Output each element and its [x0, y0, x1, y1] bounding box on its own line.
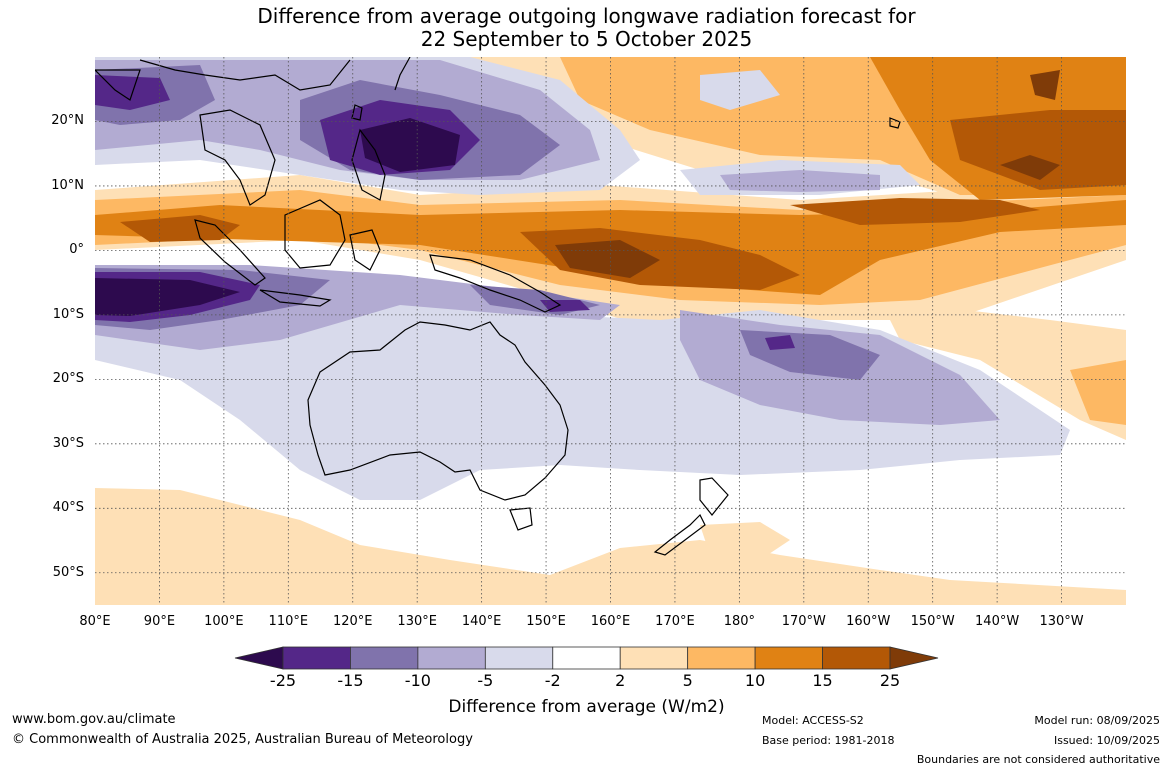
longitude-label: 140°E [461, 614, 502, 629]
anomaly-band-north-pacific-deep-orange [950, 110, 1126, 190]
longitude-label: 180° [723, 614, 756, 629]
latitude-label: 40°S [52, 500, 84, 516]
footer-copyright: © Commonwealth of Australia 2025, Austra… [12, 732, 473, 747]
australia-coastline [307, 321, 569, 501]
anomaly-band-south-pacific-orange [1070, 360, 1126, 425]
map-title-line-2: 22 September to 5 October 2025 [420, 27, 753, 51]
map-title-line-1: Difference from average outgoing longwav… [257, 4, 916, 28]
anomaly-field [95, 57, 1126, 605]
colorbar-title: Difference from average (W/m2) [448, 697, 725, 717]
colorbar-tick-label: 5 [682, 671, 693, 690]
indochina-coastline [199, 109, 276, 206]
anomaly-band-maritime-darkest-orange [555, 240, 660, 278]
footer-model: Model: ACCESS-S2 [762, 714, 864, 727]
colorbar-tick-label: 10 [744, 671, 766, 690]
longitude-label: 150°E [526, 614, 566, 629]
anomaly-band-southern-ocean-light-orange [95, 488, 1126, 605]
sumatra-coastline [194, 219, 266, 286]
footer-base-period: Base period: 1981-2018 [762, 734, 895, 747]
anomaly-band-philippines-darkest-purple [360, 118, 460, 172]
new-zealand-south-coastline [653, 513, 706, 556]
longitude-label: 120°E [332, 614, 373, 629]
latitude-label: 20°N [51, 113, 84, 129]
longitude-label: 160°W [846, 614, 891, 629]
longitude-label: 170°W [781, 614, 826, 629]
india-coastline [95, 69, 141, 101]
anomaly-band-north-central-pacific-medium-purple [720, 170, 880, 192]
colorbar-tick-label: -2 [544, 671, 561, 690]
longitude-label: 130°E [397, 614, 437, 629]
philippines-coastline [351, 128, 386, 201]
sulawesi-coastline [349, 229, 381, 271]
java-coastline [259, 289, 332, 307]
latitude-label: 10°S [52, 306, 84, 322]
anomaly-band-indian-ocean-darkest-purple [95, 278, 240, 316]
footer-issued: Issued: 10/09/2025 [1053, 734, 1160, 747]
anomaly-band-dateline-darkest-orange [1030, 70, 1060, 100]
new-zealand-north-coastline [699, 477, 729, 516]
footer-disclaimer: Boundaries are not considered authoritat… [916, 753, 1160, 766]
coastlines [95, 57, 901, 556]
hawaii-coastline [889, 117, 901, 129]
anomaly-band-north-pacific-darkest-orange [1000, 155, 1060, 180]
anomaly-band-tasman-light-orange [700, 522, 790, 560]
footer-model-run: Model run: 08/09/2025 [1034, 714, 1160, 727]
footer-website: www.bom.gov.au/climate [12, 712, 176, 727]
colorbar-tick-label: -15 [337, 671, 364, 690]
anomaly-band-central-pacific-deep-orange [790, 198, 1040, 225]
longitude-label: 110°E [268, 614, 309, 629]
colorbar-tick-label: -10 [404, 671, 431, 690]
latitude-label: 0° [69, 242, 84, 258]
longitude-label: 100°E [204, 614, 244, 629]
new-guinea-coastline [429, 254, 562, 313]
anomaly-band-hawaii-light-purple [700, 70, 780, 110]
latitude-label: 10°N [51, 177, 84, 193]
colorbar-tick-label: -25 [269, 671, 297, 690]
colorbar-tick-label: 25 [879, 671, 901, 690]
anomaly-band-indian-deep-orange [120, 215, 240, 242]
latitude-label: 20°S [52, 371, 84, 387]
longitude-label: 150°W [910, 614, 955, 629]
longitude-label: 140°W [975, 614, 1020, 629]
asia-coastline [139, 59, 351, 91]
colorbar-tick-label: -5 [477, 671, 494, 690]
anomaly-band-south-pacific-light-orange [880, 300, 1126, 440]
borneo-coastline [284, 199, 346, 269]
longitude-label: 130°W [1039, 614, 1084, 629]
latitude-label: 30°S [52, 435, 84, 451]
anomaly-band-fiji-deep-purple [765, 335, 795, 350]
colorbar-tick-label: 15 [812, 671, 833, 690]
longitude-label: 160°E [590, 614, 631, 629]
longitude-label: 170°E [655, 614, 695, 629]
graticule [95, 57, 1126, 605]
longitude-label: 80°E [79, 614, 111, 629]
longitude-label: 90°E [143, 614, 176, 629]
japan-coastline [394, 57, 411, 91]
latitude-label: 50°S [52, 564, 84, 580]
colorbar-tick-label: 2 [615, 671, 626, 690]
